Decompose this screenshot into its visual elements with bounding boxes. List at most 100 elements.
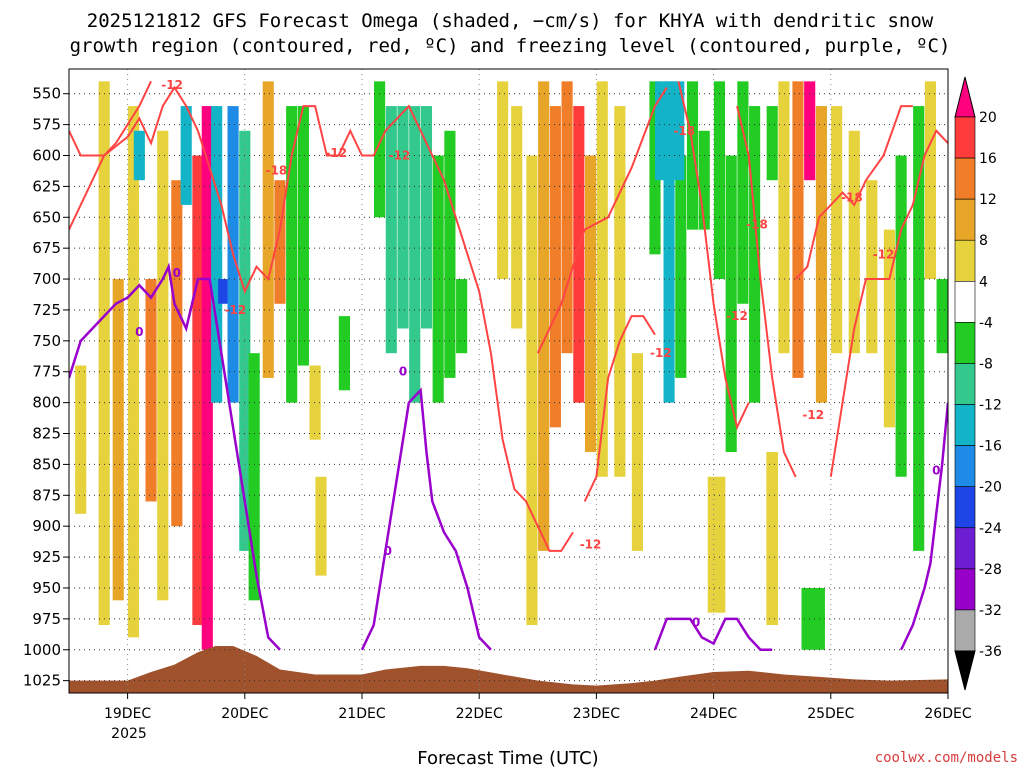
x-tick-label-23DEC: 23DEC [573, 706, 620, 722]
colorbar-swatch-11 [954, 527, 976, 570]
colorbar-tick-7: -12 [979, 398, 1002, 414]
contour-label-12: -18 [841, 191, 863, 205]
chart-title-line-2: growth region (contoured, red, ºC) and f… [70, 35, 951, 57]
omega-band-38 [584, 155, 597, 453]
x-tick-label-24DEC: 24DEC [690, 706, 737, 722]
y-tick-label-850: 850 [32, 455, 61, 473]
contour-label-16: 0 [399, 365, 407, 379]
omega-band-3 [127, 106, 140, 638]
omega-band-30 [456, 279, 468, 354]
omega-shading [75, 81, 948, 650]
omega-band-54 [804, 81, 816, 181]
omega-band-58 [866, 180, 878, 354]
contour-label-5: -12 [802, 408, 824, 422]
chart-title-line-1: 2025121812 GFS Forecast Omega (shaded, −… [87, 10, 934, 32]
y-tick-label-925: 925 [32, 548, 61, 566]
omega-band-52 [778, 81, 790, 354]
colorbar-tick-4: 4 [979, 274, 988, 290]
omega-band-15 [248, 353, 260, 601]
y-tick-label-625: 625 [32, 177, 61, 195]
omega-band-22 [338, 316, 350, 391]
omega-band-51 [766, 106, 778, 181]
omega-band-11 [211, 106, 223, 403]
x-axis: 19DEC 20DEC 21DEC 22DEC 23DEC 24DEC 25DEC 26DEC [104, 693, 972, 722]
terrain-layer [69, 646, 948, 693]
contour-labels: -12 -12 -12 -12 -12 -12 -12 -12 -12 -18 -18 -18 -18 0… [135, 78, 940, 630]
colorbar-swatch-14 [954, 650, 976, 691]
contour-label-3: -12 [650, 346, 672, 360]
freezing-level-contour-1 [360, 387, 492, 651]
contour-label-0: -12 [225, 303, 247, 317]
y-tick-label-550: 550 [32, 85, 61, 103]
x-tick-label-19DEC: 19DEC [104, 706, 151, 722]
contour-label-11: -18 [746, 218, 768, 232]
omega-band-59 [883, 229, 895, 428]
omega-band-6 [157, 130, 169, 601]
colorbar-swatch-10 [954, 486, 976, 529]
colorbar-swatch-12 [954, 568, 976, 611]
x-tick-label-22DEC: 22DEC [456, 706, 503, 722]
colorbar-tick-9: -20 [979, 480, 1002, 496]
y-tick-label-775: 775 [32, 363, 61, 381]
omega-band-41 [631, 353, 643, 551]
y-tick-label-700: 700 [32, 270, 61, 288]
omega-band-9 [192, 155, 204, 626]
omega-band-27 [420, 106, 433, 329]
omega-band-48 [725, 155, 737, 453]
contour-label-9: -18 [266, 163, 288, 177]
omega-band-7 [171, 180, 183, 527]
colorbar-swatch-7 [954, 363, 976, 405]
omega-band-24 [385, 106, 397, 354]
omega-band-56 [831, 106, 843, 354]
omega-band-57 [848, 130, 860, 354]
omega-band-49 [737, 81, 749, 304]
omega-band-33 [526, 155, 538, 626]
y-tick-label-900: 900 [32, 517, 61, 535]
colorbar-tick-2: 12 [979, 192, 997, 208]
omega-band-17 [274, 180, 286, 304]
x-tick-label-21DEC: 21DEC [338, 706, 385, 722]
colorbar-swatch-13 [954, 609, 976, 652]
dgz-contour-5 [677, 81, 750, 431]
contour-label-7: -12 [580, 538, 602, 552]
omega-band-25 [397, 106, 409, 329]
omega-band-5 [145, 279, 157, 502]
colorbar-swatch-8 [954, 404, 976, 446]
x-tick-label-20DEC: 20DEC [221, 706, 268, 722]
colorbar-tick-5: -4 [979, 315, 993, 331]
contour-label-2: -12 [389, 148, 411, 162]
y-tick-label-1000: 1000 [23, 641, 61, 659]
omega-band-45 [686, 81, 699, 230]
omega-band-63 [936, 279, 948, 354]
colorbar-swatch-6 [954, 322, 976, 364]
dgz-contour-7 [794, 105, 913, 280]
contour-label-8: -12 [161, 78, 183, 92]
y-tick-label-950: 950 [32, 579, 61, 597]
colorbar-swatch-0 [954, 76, 976, 118]
dgz-contour-0 [69, 85, 574, 552]
omega-band-19 [297, 106, 309, 366]
y-tick-label-800: 800 [32, 394, 61, 412]
omega-band-18 [286, 106, 298, 403]
omega-band-53 [792, 81, 804, 378]
colorbar-tick-12: -32 [979, 603, 1002, 619]
terrain-area [69, 646, 948, 693]
plot-frame [68, 68, 949, 694]
omega-band-28 [432, 155, 444, 403]
dgz-contour-2 [69, 80, 152, 231]
colorbar-tick-1: 16 [979, 151, 997, 167]
y-tick-label-750: 750 [32, 332, 61, 350]
x-tick-label-26DEC: 26DEC [924, 706, 971, 722]
y-tick-label-600: 600 [32, 146, 61, 164]
omega-band-37 [573, 106, 585, 403]
omega-band-46 [698, 130, 710, 230]
colorbar-tick-13: -36 [979, 644, 1002, 660]
omega-band-26 [409, 106, 421, 403]
x-tick-label-25DEC: 25DEC [807, 706, 854, 722]
colorbar-swatch-4 [954, 239, 976, 282]
omega-band-44 [675, 155, 687, 378]
colorbar-swatch-5 [954, 281, 976, 323]
omega-band-32 [511, 106, 523, 329]
omega-band-60 [895, 155, 907, 477]
